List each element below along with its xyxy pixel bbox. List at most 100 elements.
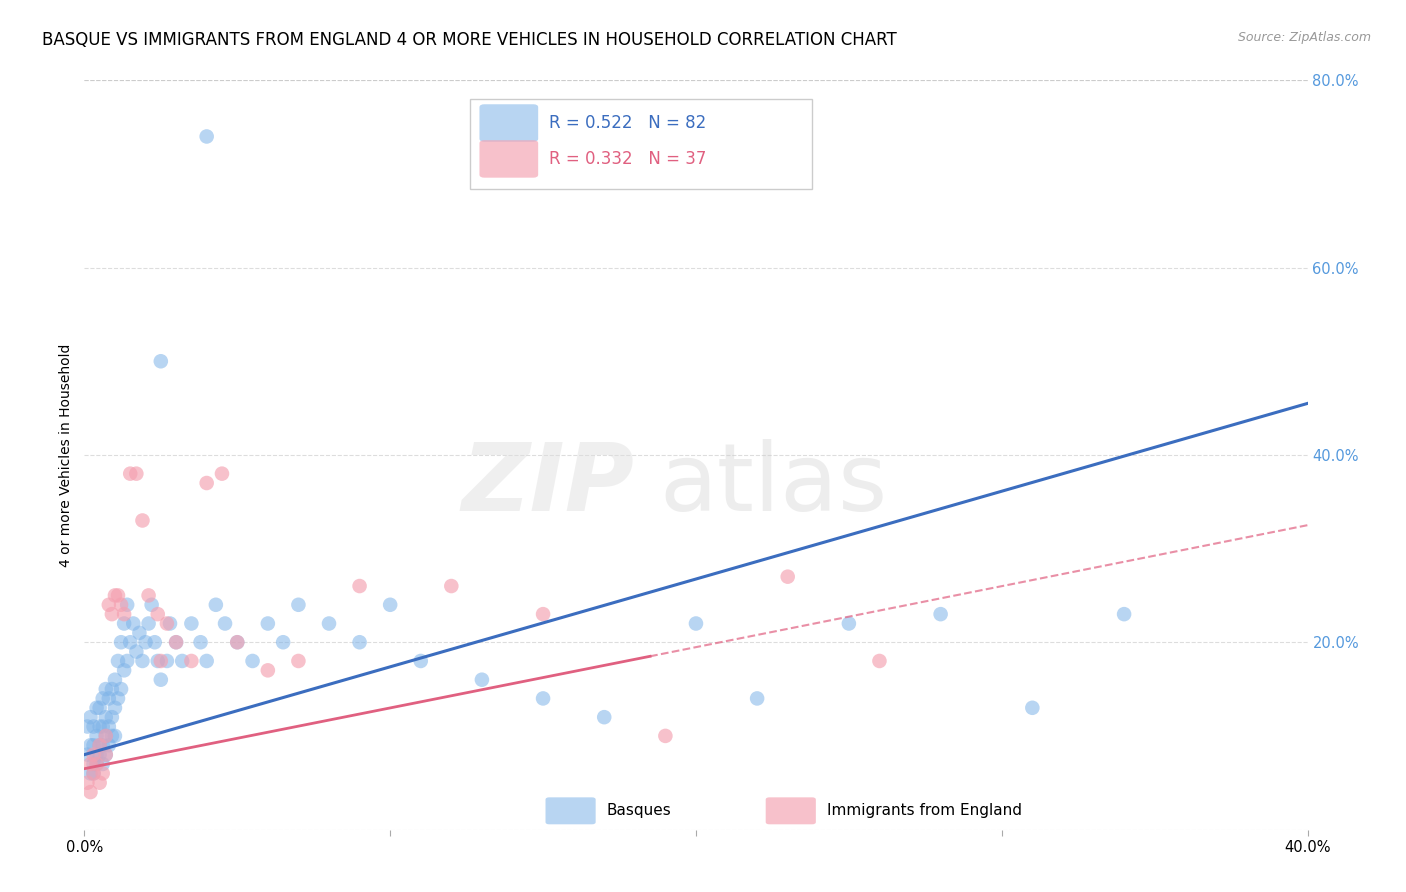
Point bbox=[159, 616, 181, 631]
Point bbox=[83, 766, 105, 780]
Point bbox=[271, 635, 294, 649]
Point bbox=[91, 756, 114, 771]
Point bbox=[128, 626, 150, 640]
Point bbox=[79, 785, 101, 799]
Point bbox=[125, 467, 148, 481]
Point bbox=[83, 739, 105, 753]
Point bbox=[89, 719, 111, 733]
Point bbox=[89, 701, 111, 715]
FancyBboxPatch shape bbox=[766, 797, 815, 824]
Text: atlas: atlas bbox=[659, 439, 887, 531]
Point bbox=[120, 635, 142, 649]
Point bbox=[110, 598, 132, 612]
FancyBboxPatch shape bbox=[479, 140, 538, 178]
Point bbox=[107, 691, 129, 706]
Point bbox=[318, 616, 340, 631]
Point bbox=[104, 673, 127, 687]
Point bbox=[86, 747, 108, 762]
Point bbox=[143, 635, 166, 649]
Point bbox=[122, 616, 145, 631]
Point bbox=[91, 691, 114, 706]
Point bbox=[349, 635, 371, 649]
Point bbox=[79, 710, 101, 724]
Point bbox=[76, 747, 98, 762]
Text: Immigrants from England: Immigrants from England bbox=[827, 804, 1022, 818]
Point bbox=[79, 766, 101, 780]
Point bbox=[149, 354, 172, 368]
Point bbox=[195, 476, 218, 491]
Text: Basques: Basques bbox=[606, 804, 672, 818]
Point bbox=[226, 635, 249, 649]
FancyBboxPatch shape bbox=[470, 99, 813, 189]
Point bbox=[86, 729, 108, 743]
Point bbox=[97, 691, 120, 706]
Point bbox=[115, 654, 138, 668]
Point bbox=[838, 616, 860, 631]
Point bbox=[180, 616, 202, 631]
Point bbox=[165, 635, 187, 649]
Point bbox=[91, 739, 114, 753]
Point bbox=[146, 607, 169, 621]
Point bbox=[101, 729, 124, 743]
Point bbox=[165, 635, 187, 649]
Point bbox=[94, 747, 117, 762]
Point bbox=[205, 598, 228, 612]
Point bbox=[112, 607, 135, 621]
Point bbox=[929, 607, 952, 621]
Point bbox=[440, 579, 463, 593]
Point bbox=[94, 747, 117, 762]
Point bbox=[79, 739, 101, 753]
Point bbox=[83, 747, 105, 762]
Point bbox=[86, 756, 108, 771]
Point bbox=[149, 673, 172, 687]
Point bbox=[146, 654, 169, 668]
Point bbox=[86, 701, 108, 715]
Point bbox=[531, 691, 554, 706]
Point bbox=[83, 719, 105, 733]
Point bbox=[91, 766, 114, 780]
Point bbox=[349, 579, 371, 593]
Point bbox=[89, 739, 111, 753]
Point bbox=[257, 616, 280, 631]
Point bbox=[138, 589, 160, 603]
Text: R = 0.522   N = 82: R = 0.522 N = 82 bbox=[550, 114, 706, 132]
Point bbox=[110, 682, 132, 697]
Point bbox=[120, 467, 142, 481]
Point bbox=[180, 654, 202, 668]
Point bbox=[242, 654, 264, 668]
Point bbox=[195, 129, 218, 144]
Point bbox=[654, 729, 676, 743]
Point bbox=[104, 701, 127, 715]
Point bbox=[104, 589, 127, 603]
Point bbox=[76, 776, 98, 790]
Point bbox=[94, 682, 117, 697]
Point bbox=[112, 616, 135, 631]
Point bbox=[101, 607, 124, 621]
Point bbox=[94, 729, 117, 743]
Point bbox=[97, 739, 120, 753]
Y-axis label: 4 or more Vehicles in Household: 4 or more Vehicles in Household bbox=[59, 343, 73, 566]
Text: BASQUE VS IMMIGRANTS FROM ENGLAND 4 OR MORE VEHICLES IN HOUSEHOLD CORRELATION CH: BASQUE VS IMMIGRANTS FROM ENGLAND 4 OR M… bbox=[42, 31, 897, 49]
Text: Source: ZipAtlas.com: Source: ZipAtlas.com bbox=[1237, 31, 1371, 45]
Point bbox=[89, 776, 111, 790]
Point bbox=[257, 664, 280, 678]
Text: ZIP: ZIP bbox=[463, 439, 636, 531]
Point bbox=[156, 654, 179, 668]
Point bbox=[94, 729, 117, 743]
Point bbox=[1114, 607, 1136, 621]
Text: R = 0.332   N = 37: R = 0.332 N = 37 bbox=[550, 150, 707, 168]
Point bbox=[104, 729, 127, 743]
Point bbox=[83, 766, 105, 780]
Point bbox=[287, 654, 309, 668]
Point bbox=[211, 467, 233, 481]
Point bbox=[97, 598, 120, 612]
Point bbox=[149, 654, 172, 668]
Point bbox=[76, 719, 98, 733]
Point bbox=[112, 664, 135, 678]
Point bbox=[91, 719, 114, 733]
Point bbox=[125, 644, 148, 658]
Point bbox=[115, 598, 138, 612]
Point bbox=[226, 635, 249, 649]
Point bbox=[131, 514, 153, 528]
Point bbox=[89, 739, 111, 753]
